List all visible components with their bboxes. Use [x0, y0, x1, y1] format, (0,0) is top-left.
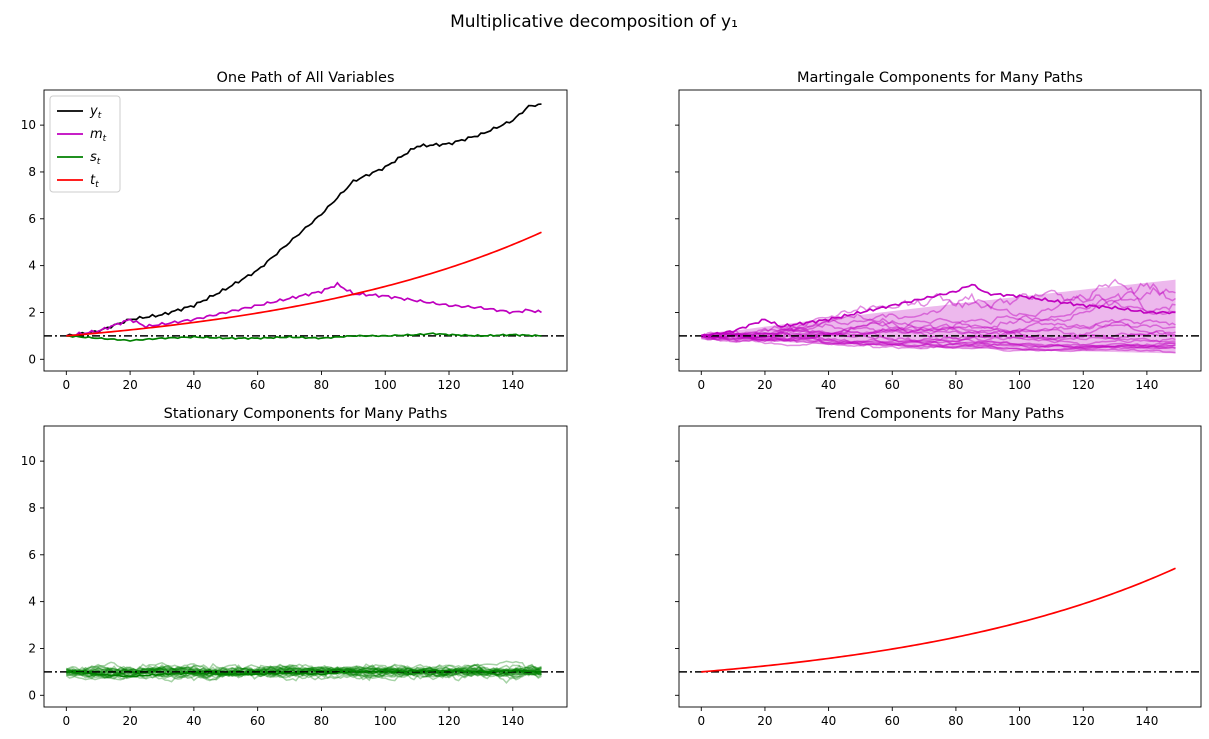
x-tick-label: 60 [250, 714, 265, 728]
x-tick-label: 80 [948, 714, 963, 728]
martingale-path [701, 331, 1176, 354]
x-tick-label: 20 [757, 714, 772, 728]
martingale-path [701, 330, 1176, 345]
martingale-path [701, 332, 1176, 349]
x-tick-label: 80 [314, 714, 329, 728]
y-tick-label: 10 [21, 118, 36, 132]
martingale-path [701, 327, 1176, 352]
x-tick-label: 100 [1008, 714, 1031, 728]
x-tick-label: 40 [821, 714, 836, 728]
stationary-path [66, 662, 542, 677]
x-tick-label: 140 [1135, 714, 1158, 728]
panel-title: Stationary Components for Many Paths [164, 406, 448, 422]
x-tick-label: 40 [186, 378, 201, 392]
x-tick-label: 120 [1072, 714, 1095, 728]
axes-frame [43, 425, 568, 708]
legend-entry: st [90, 150, 101, 167]
confidence-band [701, 279, 1176, 354]
x-tick-label: 0 [63, 378, 71, 392]
y-tick-label: 6 [28, 548, 36, 562]
x-tick-label: 20 [122, 378, 137, 392]
series-line-s-t [66, 332, 542, 342]
y-tick-label: 8 [28, 501, 36, 515]
x-tick-label: 40 [186, 714, 201, 728]
plot-area [679, 278, 1201, 354]
x-tick-label: 40 [821, 378, 836, 392]
panel-2: 0 20 40 60 80 100 120 140 Martingale Components … [675, 70, 1202, 392]
x-tick-label: 0 [697, 714, 705, 728]
stationary-path [65, 663, 542, 681]
x-tick-label: 120 [1072, 378, 1095, 392]
y-tick-label: 2 [28, 305, 36, 319]
x-tick-label: 140 [1135, 378, 1158, 392]
x-tick-label: 60 [250, 378, 265, 392]
plot-area [44, 103, 567, 342]
y-tick-label: 2 [28, 641, 36, 655]
panel-title: One Path of All Variables [216, 70, 394, 86]
panel-3: 0 20 40 60 80 100 120 140 0 2 4 6 8 10 Stationary Comp… [21, 406, 568, 728]
y-tick-label: 8 [28, 165, 36, 179]
x-tick-label: 140 [501, 714, 524, 728]
series-line-m-t [66, 281, 542, 337]
figure-suptitle: Multiplicative decomposition of y₁ [450, 12, 738, 32]
x-tick-label: 120 [438, 378, 461, 392]
x-tick-label: 0 [63, 714, 71, 728]
x-tick-label: 80 [314, 378, 329, 392]
panel-title: Trend Components for Many Paths [815, 406, 1064, 422]
series-line-main-0 [700, 283, 1176, 337]
martingale-path [701, 330, 1176, 351]
stationary-path [66, 665, 542, 681]
axes-frame [43, 89, 568, 372]
x-tick-label: 0 [697, 378, 705, 392]
x-tick-label: 100 [374, 378, 397, 392]
x-tick-label: 100 [374, 714, 397, 728]
axes-frame [678, 425, 1202, 708]
y-tick-label: 0 [28, 688, 36, 702]
legend-box [49, 95, 121, 193]
series-line-main-0 [701, 567, 1176, 673]
stationary-path [66, 663, 542, 678]
x-tick-label: 100 [1008, 378, 1031, 392]
series-line-t-t [66, 231, 542, 337]
martingale-path [701, 334, 1176, 352]
series-line-main-0 [66, 669, 542, 678]
y-tick-label: 10 [21, 454, 36, 468]
panel-1: 0 20 40 60 80 100 120 140 0 2 4 6 8 10 One Path of All… [21, 70, 568, 392]
y-tick-label: 4 [28, 595, 36, 609]
stationary-path [65, 664, 542, 682]
y-tick-label: 4 [28, 259, 36, 273]
martingale-path [701, 335, 1176, 350]
martingale-path [701, 318, 1176, 341]
legend-entry: tt [90, 173, 99, 190]
x-tick-label: 20 [122, 714, 137, 728]
stationary-path [65, 663, 542, 682]
y-tick-label: 6 [28, 212, 36, 226]
axes-frame [678, 89, 1202, 372]
martingale-path [700, 286, 1176, 341]
x-tick-label: 20 [757, 378, 772, 392]
x-tick-label: 80 [948, 378, 963, 392]
x-tick-label: 60 [885, 714, 900, 728]
panel-4: 0 20 40 60 80 100 120 140 Trend Components for M… [675, 406, 1202, 728]
x-tick-label: 120 [438, 714, 461, 728]
x-tick-label: 60 [885, 378, 900, 392]
y-tick-label: 0 [28, 352, 36, 366]
martingale-path [700, 278, 1176, 340]
series-line-y-t [65, 103, 542, 337]
martingale-path [701, 318, 1176, 339]
panel-title: Martingale Components for Many Paths [797, 70, 1083, 86]
martingale-path [701, 333, 1176, 349]
plot-area [44, 660, 567, 684]
plot-area [679, 567, 1201, 673]
legend-entry: mt [90, 127, 107, 144]
x-tick-label: 140 [501, 378, 524, 392]
